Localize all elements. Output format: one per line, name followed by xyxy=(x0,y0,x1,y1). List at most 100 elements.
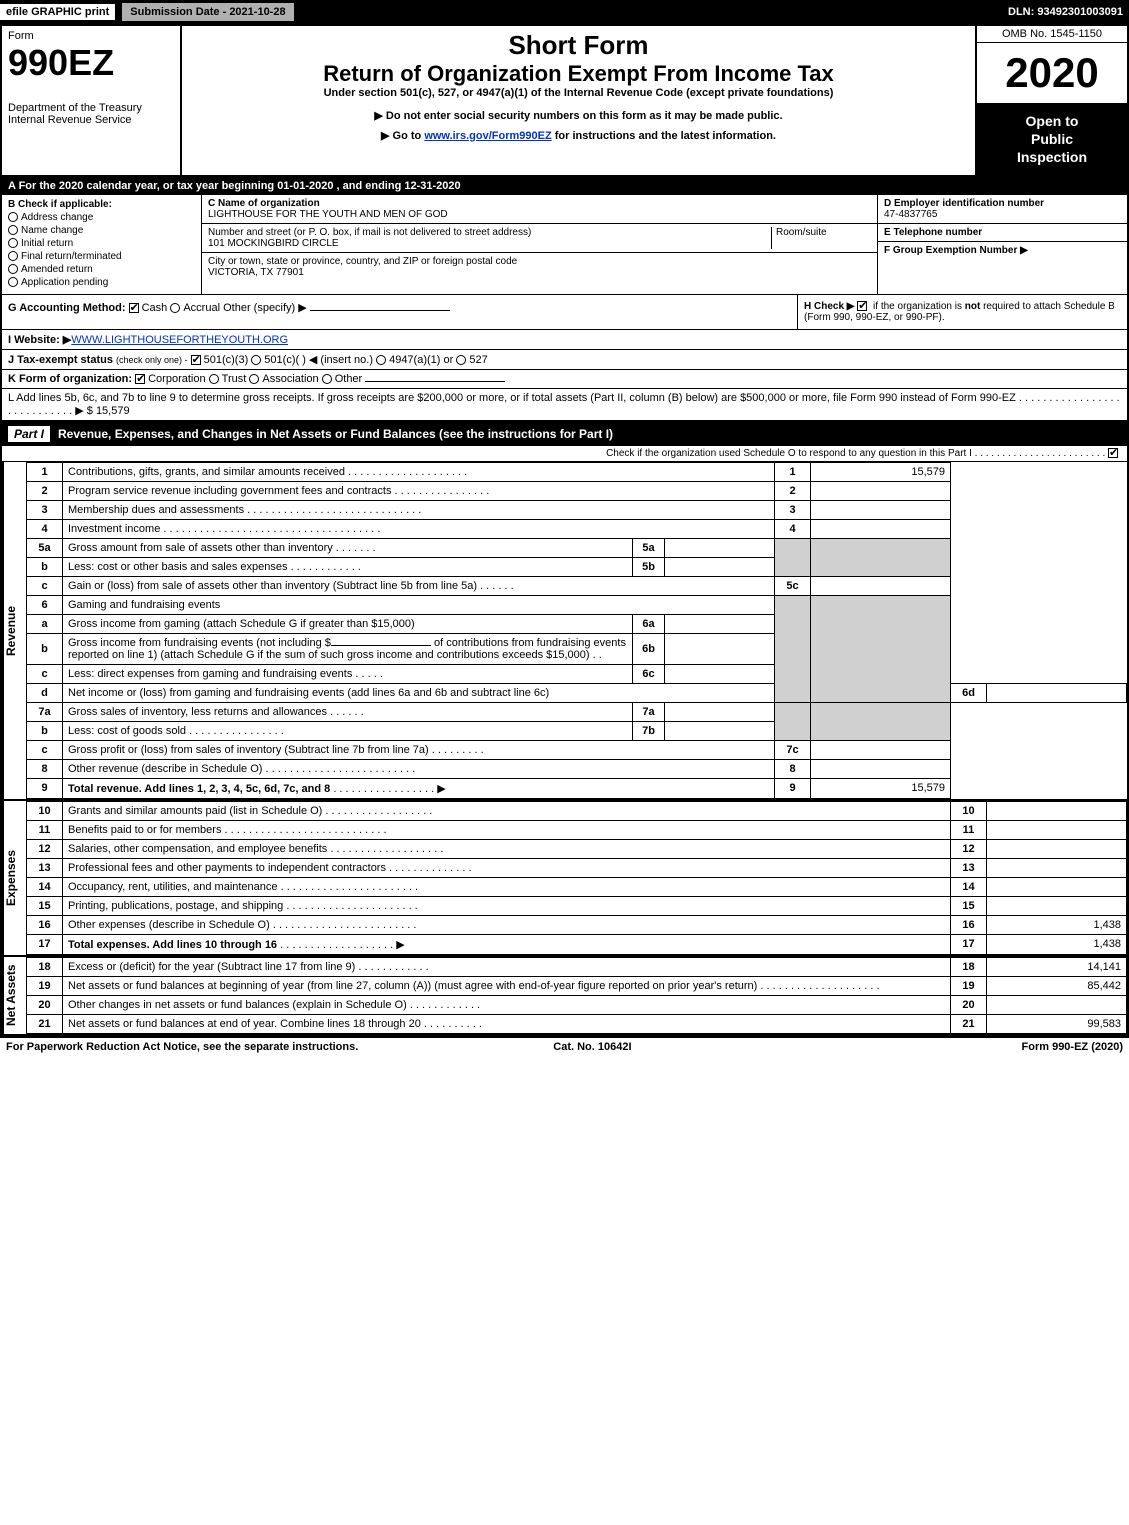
check-trust[interactable] xyxy=(209,374,219,384)
line-18: 18Excess or (deficit) for the year (Subt… xyxy=(27,957,1127,976)
ein-value: 47-4837765 xyxy=(884,209,1121,220)
amount-17: 1,438 xyxy=(987,934,1127,954)
dept-irs: Internal Revenue Service xyxy=(8,114,174,126)
city-state-zip: VICTORIA, TX 77901 xyxy=(208,267,871,278)
line-4: 4Investment income . . . . . . . . . . .… xyxy=(27,519,1127,538)
expenses-side-label: Expenses xyxy=(2,801,26,955)
section-l: L Add lines 5b, 6c, and 7b to line 9 to … xyxy=(2,389,1127,422)
section-h: H Check ▶ if the organization is not req… xyxy=(797,295,1127,329)
part-1-header: Part I Revenue, Expenses, and Changes in… xyxy=(2,422,1127,446)
irs-link[interactable]: www.irs.gov/Form990EZ xyxy=(424,130,551,142)
dln: DLN: 93492301003091 xyxy=(1008,6,1129,18)
part-1-check-row: Check if the organization used Schedule … xyxy=(2,446,1127,462)
group-exemption-label: F Group Exemption Number ▶ xyxy=(884,245,1121,256)
check-amended-return[interactable] xyxy=(8,264,18,274)
check-501c3[interactable] xyxy=(191,355,201,365)
short-form-title: Short Form xyxy=(188,30,969,61)
line-8: 8Other revenue (describe in Schedule O) … xyxy=(27,759,1127,778)
revenue-side-label: Revenue xyxy=(2,462,26,799)
form-number: 990EZ xyxy=(8,42,174,84)
section-g: G Accounting Method: Cash Accrual Other … xyxy=(2,295,797,329)
line-13: 13Professional fees and other payments t… xyxy=(27,858,1127,877)
gross-receipts: ▶ $ 15,579 xyxy=(75,405,129,417)
line-15: 15Printing, publications, postage, and s… xyxy=(27,896,1127,915)
footer-paperwork: For Paperwork Reduction Act Notice, see … xyxy=(6,1041,358,1053)
section-c: C Name of organization LIGHTHOUSE FOR TH… xyxy=(202,195,877,294)
check-527[interactable] xyxy=(456,355,466,365)
amount-1: 15,579 xyxy=(811,462,951,481)
check-501c[interactable] xyxy=(251,355,261,365)
submission-date: Submission Date - 2021-10-28 xyxy=(121,2,294,22)
section-j: J Tax-exempt status (check only one) - 5… xyxy=(2,350,1127,370)
check-schedule-b[interactable] xyxy=(857,301,867,311)
line-6d: dNet income or (loss) from gaming and fu… xyxy=(27,683,1127,702)
line-14: 14Occupancy, rent, utilities, and mainte… xyxy=(27,877,1127,896)
line-6c: cLess: direct expenses from gaming and f… xyxy=(27,664,1127,683)
ein-label: D Employer identification number xyxy=(884,198,1121,209)
amount-18: 14,141 xyxy=(987,957,1127,976)
revenue-table: 1Contributions, gifts, grants, and simil… xyxy=(26,462,1127,799)
line-19: 19Net assets or fund balances at beginni… xyxy=(27,976,1127,995)
check-4947[interactable] xyxy=(376,355,386,365)
check-address-change[interactable] xyxy=(8,212,18,222)
addr-label: Number and street (or P. O. box, if mail… xyxy=(208,227,531,238)
efile-print-label[interactable]: efile GRAPHIC print xyxy=(0,4,115,20)
line-11: 11Benefits paid to or for members . . . … xyxy=(27,820,1127,839)
footer-form-ref: Form 990-EZ (2020) xyxy=(1022,1041,1123,1053)
check-schedule-o-part1[interactable] xyxy=(1108,448,1118,458)
amount-9: 15,579 xyxy=(811,778,951,798)
net-assets-table: 18Excess or (deficit) for the year (Subt… xyxy=(26,957,1127,1034)
line-7b: bLess: cost of goods sold . . . . . . . … xyxy=(27,721,1127,740)
line-12: 12Salaries, other compensation, and empl… xyxy=(27,839,1127,858)
amount-19: 85,442 xyxy=(987,976,1127,995)
section-b: B Check if applicable: Address change Na… xyxy=(2,195,202,294)
info-right: D Employer identification number 47-4837… xyxy=(877,195,1127,294)
section-i: I Website: ▶WWW.LIGHTHOUSEFORTHEYOUTH.OR… xyxy=(2,330,1127,350)
line-3: 3Membership dues and assessments . . . .… xyxy=(27,500,1127,519)
amount-20 xyxy=(987,995,1127,1014)
check-corporation[interactable] xyxy=(135,374,145,384)
section-g-h: G Accounting Method: Cash Accrual Other … xyxy=(2,295,1127,330)
amount-2 xyxy=(811,481,951,500)
check-accrual[interactable] xyxy=(170,303,180,313)
check-final-return[interactable] xyxy=(8,251,18,261)
amount-11 xyxy=(987,820,1127,839)
line-21: 21Net assets or fund balances at end of … xyxy=(27,1014,1127,1033)
org-name: LIGHTHOUSE FOR THE YOUTH AND MEN OF GOD xyxy=(208,209,871,220)
open-inspection: Open to Public Inspection xyxy=(977,104,1127,175)
phone-label: E Telephone number xyxy=(884,227,1121,238)
line-9: 9Total revenue. Add lines 1, 2, 3, 4, 5c… xyxy=(27,778,1127,798)
line-5a: 5aGross amount from sale of assets other… xyxy=(27,538,1127,557)
line-20: 20Other changes in net assets or fund ba… xyxy=(27,995,1127,1014)
line-16: 16Other expenses (describe in Schedule O… xyxy=(27,915,1127,934)
form-container: Form 990EZ Department of the Treasury In… xyxy=(0,24,1129,1038)
check-other-org[interactable] xyxy=(322,374,332,384)
line-17: 17Total expenses. Add lines 10 through 1… xyxy=(27,934,1127,954)
room-suite-label: Room/suite xyxy=(771,227,871,249)
footer-cat-no: Cat. No. 10642I xyxy=(553,1041,631,1053)
dept-treasury: Department of the Treasury xyxy=(8,102,174,114)
line-1: 1Contributions, gifts, grants, and simil… xyxy=(27,462,1127,481)
check-name-change[interactable] xyxy=(8,225,18,235)
amount-21: 99,583 xyxy=(987,1014,1127,1033)
check-association[interactable] xyxy=(249,374,259,384)
check-application-pending[interactable] xyxy=(8,277,18,287)
part-1-label: Part I xyxy=(8,426,50,442)
line-7c: cGross profit or (loss) from sales of in… xyxy=(27,740,1127,759)
amount-10 xyxy=(987,801,1127,820)
check-initial-return[interactable] xyxy=(8,238,18,248)
net-assets-section: Net Assets 18Excess or (deficit) for the… xyxy=(2,957,1127,1036)
line-6: 6Gaming and fundraising events xyxy=(27,595,1127,614)
net-assets-side-label: Net Assets xyxy=(2,957,26,1034)
omb-number: OMB No. 1545-1150 xyxy=(977,26,1127,43)
check-cash[interactable] xyxy=(129,303,139,313)
section-k: K Form of organization: Corporation Trus… xyxy=(2,370,1127,389)
subtitle: Under section 501(c), 527, or 4947(a)(1)… xyxy=(188,87,969,99)
website-link[interactable]: WWW.LIGHTHOUSEFORTHEYOUTH.ORG xyxy=(71,334,288,346)
city-label: City or town, state or province, country… xyxy=(208,256,871,267)
amount-15 xyxy=(987,896,1127,915)
amount-13 xyxy=(987,858,1127,877)
top-bar: efile GRAPHIC print Submission Date - 20… xyxy=(0,0,1129,24)
expenses-section: Expenses 10Grants and similar amounts pa… xyxy=(2,801,1127,957)
line-5c: cGain or (loss) from sale of assets othe… xyxy=(27,576,1127,595)
